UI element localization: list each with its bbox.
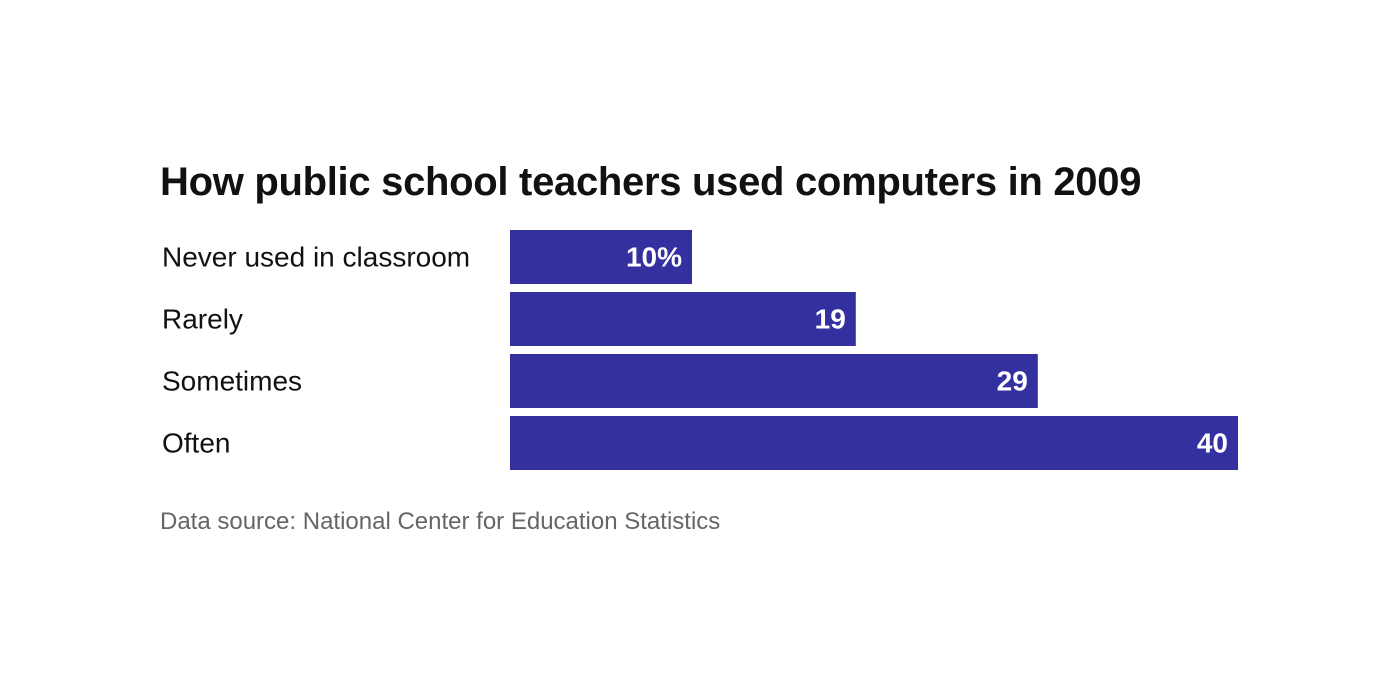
category-label-1: Rarely	[162, 304, 243, 335]
value-label-3: 40	[1197, 428, 1228, 459]
bar-1	[510, 292, 856, 346]
category-label-0: Never used in classroom	[162, 242, 470, 273]
chart-title: How public school teachers used computer…	[160, 160, 1142, 204]
value-label-1: 19	[815, 304, 846, 335]
category-label-2: Sometimes	[162, 366, 302, 397]
bar-2	[510, 354, 1038, 408]
value-label-2: 29	[997, 366, 1028, 397]
data-source-note: Data source: National Center for Educati…	[160, 508, 721, 535]
bar-0	[510, 230, 692, 284]
bar-3	[510, 416, 1238, 470]
category-label-3: Often	[162, 428, 230, 459]
value-label-0: 10%	[626, 242, 682, 273]
